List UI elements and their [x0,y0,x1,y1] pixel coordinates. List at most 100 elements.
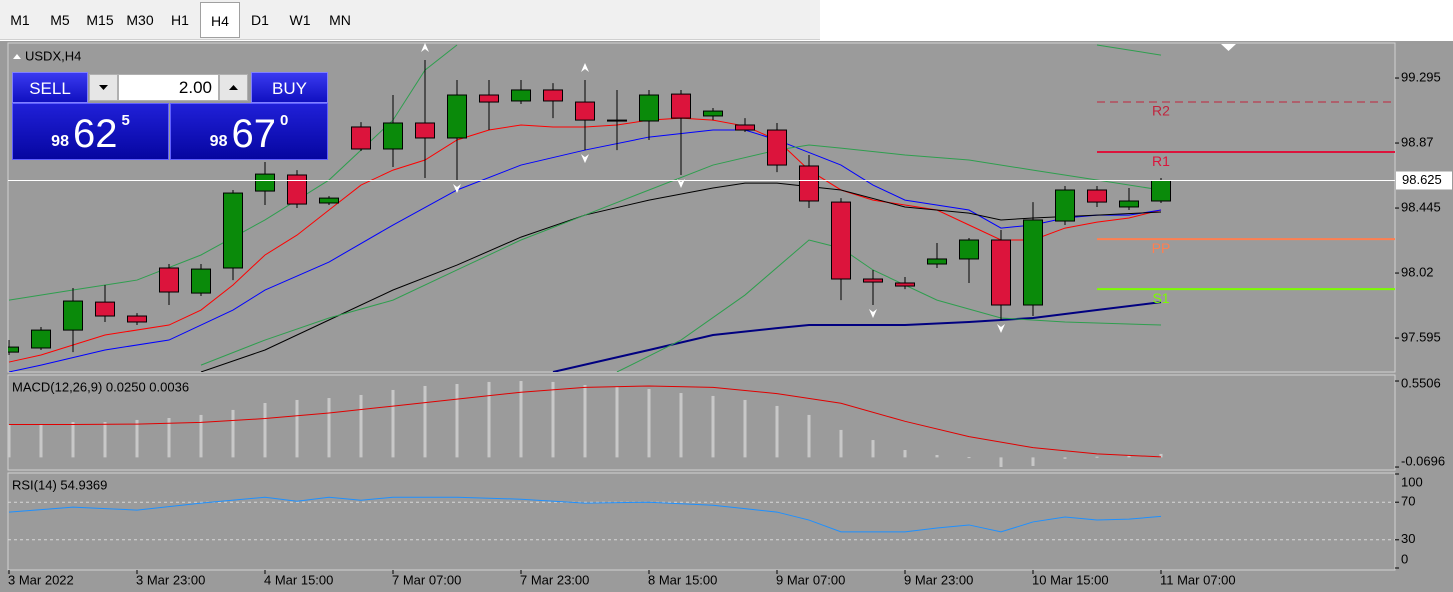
macd-bar [167,417,171,458]
x-tick-label: 8 Mar 15:00 [648,572,717,587]
lot-input[interactable]: 2.00 [118,74,219,101]
main-title: USDX,H4 [25,48,81,63]
buy-price[interactable]: 98 67 0 [170,103,328,160]
point: 5 [121,112,130,129]
fractal-arrow [997,323,1005,333]
macd-bar [135,419,139,458]
rsi-pane [7,472,1396,571]
macd-bar [199,414,203,458]
macd-bar [807,414,811,458]
candle-body [703,110,723,117]
candle-body [511,89,531,102]
candle-body [383,122,403,150]
macd-bar [903,450,907,458]
macd-bar [551,381,555,458]
macd-bar [775,405,779,458]
rsi-title: RSI(14) 54.9369 [12,477,107,492]
candle-body [991,239,1011,306]
down-icon [99,85,108,90]
macd-bar [1159,453,1163,458]
pips: 62 [72,112,118,156]
macd-bar [1063,457,1067,459]
macd-bar [103,422,107,458]
macd-bar [359,394,363,458]
lot-up-button[interactable] [219,74,248,101]
timeframe-button[interactable]: M1 [10,11,30,28]
candle-body [735,124,755,131]
big-figure: 98 [209,133,228,150]
macd-bar [1031,457,1035,466]
macd-title: MACD(12,26,9) 0.0250 0.0036 [12,379,189,394]
timeframe-button[interactable]: W1 [289,11,311,28]
candle-body [1119,200,1139,208]
y-tick-label: 98.87 [1401,134,1434,149]
main-pane [7,42,1396,373]
x-tick-label: 10 Mar 15:00 [1032,572,1109,587]
candle-body [639,94,659,122]
macd-bar [839,429,843,458]
candle-body [8,346,19,353]
pivot-label: R2 [1152,103,1170,119]
macd-bar [1127,455,1131,458]
y-tick-label: 98.02 [1401,264,1434,279]
timeframe-button[interactable]: MN [329,11,351,28]
candle-body [1087,189,1107,203]
fractal-arrow [581,154,589,164]
x-tick-label: 4 Mar 15:00 [264,572,333,587]
lot-down-button[interactable] [89,74,118,101]
macd-bar [487,381,491,458]
candle-body [159,267,179,293]
y-tick-label: 100 [1401,474,1423,489]
indicator-line [200,144,1162,366]
macd-bar [455,384,459,458]
timeframe-button[interactable]: D1 [251,11,269,28]
title-arrow [13,54,21,59]
x-tick-label: 11 Mar 07:00 [1160,572,1236,587]
rsi-line [8,496,1162,533]
macd-bar [647,389,651,458]
macd-bar [39,424,43,458]
x-tick-label: 3 Mar 23:00 [136,572,205,587]
timeframe-button[interactable]: H4 [200,1,240,38]
sell-price[interactable]: 98 62 5 [12,103,169,160]
rsi-plot [8,496,1395,541]
candle-body [287,174,307,205]
candle-body [1055,189,1075,222]
candle-body [575,101,595,121]
macd-bar [8,424,11,458]
macd-bar [71,422,75,458]
macd-bar [231,409,235,458]
macd-bar [583,384,587,458]
current-price-box [1396,171,1452,190]
candle-body [31,329,51,349]
candle-body [767,129,787,166]
main-plot: R2 R1 PP S1 [8,43,1395,372]
candle-body [127,315,147,323]
sell-button[interactable]: SELL [12,72,88,103]
fractal-arrow [677,178,685,188]
y-tick-label: -0.0696 [1401,453,1445,468]
point: 0 [279,112,289,129]
buy-button[interactable]: BUY [251,72,328,103]
timeframe-button[interactable]: M30 [126,11,154,28]
fractal-arrow [421,43,429,52]
candle-body [223,192,243,269]
candle-body [415,122,435,139]
macd-bar [935,455,939,458]
indicator-line [8,44,1162,301]
indicator-line [552,301,1162,372]
macd-bar [711,395,715,458]
pivot-label: PP [1152,240,1171,256]
timeframe-button[interactable]: M15 [86,11,114,28]
fractal-arrow [869,309,877,319]
candle-body [831,201,851,280]
y-tick-label: 0 [1401,551,1408,566]
pivot-label: S1 [1152,290,1169,306]
timeframe-button[interactable]: M5 [50,11,70,28]
timeframe-button[interactable]: H1 [171,11,189,28]
shift-marker [1221,44,1236,51]
macd-pane [7,374,1396,471]
macd-bar [999,457,1003,468]
